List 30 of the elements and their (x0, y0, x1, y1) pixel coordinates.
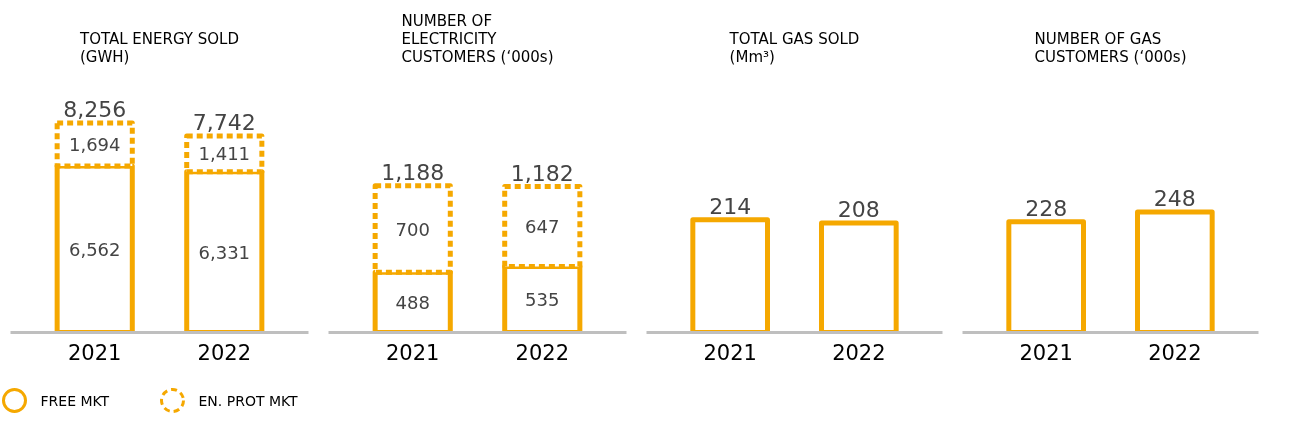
x-tick-label: 2022 (197, 340, 252, 365)
data-label: 248 (1153, 185, 1196, 211)
x-tick-label: 2021 (386, 340, 440, 365)
x-tick-label: 2021 (68, 340, 122, 365)
data-label: 228 (1025, 195, 1068, 221)
x-tick-label: 2022 (1148, 340, 1202, 365)
data-label: 6,331 (198, 241, 251, 263)
total-label: 7,742 (192, 109, 256, 135)
data-label: 535 (525, 288, 560, 310)
chart-title: TOTAL GAS SOLD (Mm³) (728, 29, 860, 66)
data-label: 700 (395, 218, 430, 240)
x-tick-label: 2022 (832, 340, 886, 365)
data-label: 647 (525, 215, 560, 237)
total-label: 1,182 (510, 160, 574, 186)
data-label: 6,562 (68, 238, 121, 260)
data-label: 1,694 (68, 133, 121, 155)
total-label: 8,256 (63, 96, 127, 122)
chart-title: TOTAL ENERGY SOLD (GWH) (79, 29, 239, 66)
chart-title: NUMBER OF ELECTRICITY CUSTOMERS (‘000s) (401, 11, 554, 66)
legend-label: FREE MKT (40, 392, 110, 409)
x-tick-label: 2021 (703, 340, 757, 365)
chart-title: NUMBER OF GAS CUSTOMERS (‘000s) (1034, 29, 1187, 66)
data-label: 208 (837, 197, 880, 222)
data-label: 1,411 (198, 143, 251, 165)
x-tick-label: 2022 (515, 340, 570, 365)
data-label: 214 (709, 193, 752, 219)
legend-label: EN. PROT MKT (198, 392, 299, 409)
data-label: 488 (395, 291, 430, 313)
total-label: 1,188 (381, 159, 445, 185)
x-tick-label: 2021 (1019, 340, 1073, 365)
